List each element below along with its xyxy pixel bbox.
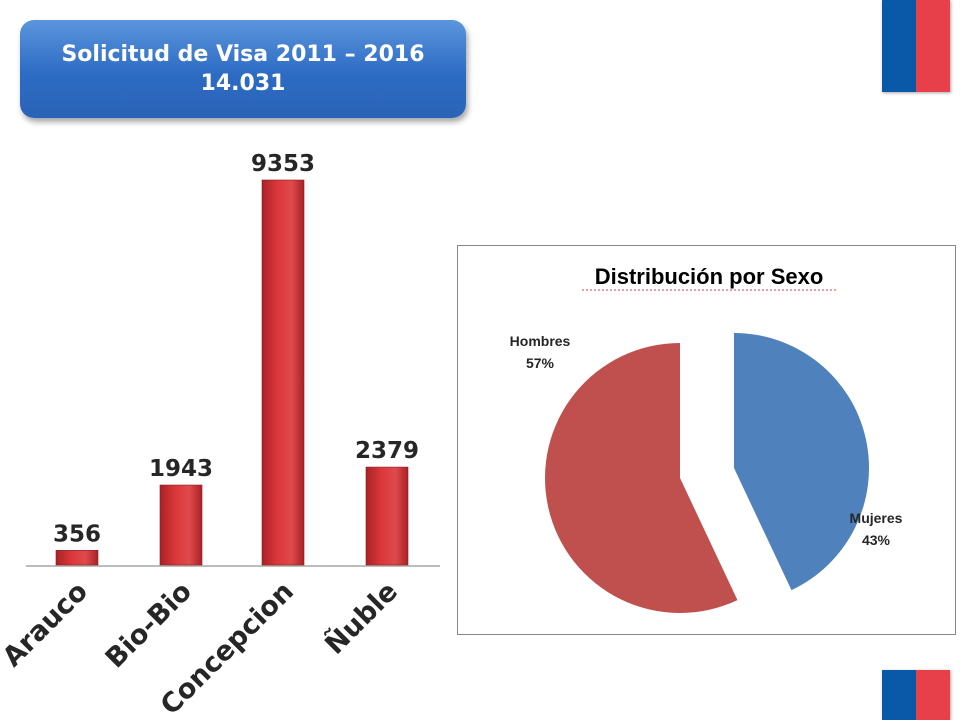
title-line-1: Solicitud de Visa 2011 – 2016: [61, 42, 425, 67]
bar-arauco: [55, 550, 99, 566]
title-total: 14.031: [200, 71, 286, 96]
bar-chart: 356Arauco1943Bio-Bio9353Concepcion2379Ñu…: [0, 151, 440, 720]
pie-slice-mujeres: [734, 333, 869, 591]
chile-flag-top: [882, 0, 950, 92]
bar-value-label: 9353: [251, 151, 315, 177]
pie-chart-frame: Distribución por Sexo Mujeres 43% Hombres 57…: [457, 245, 956, 635]
chile-flag-bottom: [882, 670, 950, 720]
flag-red-band: [916, 0, 950, 92]
pie-title: Distribución por Sexo: [595, 264, 824, 289]
bar-value-label: 356: [53, 521, 101, 547]
pie-label-percent: 43%: [862, 532, 891, 548]
category-label: Arauco: [0, 576, 94, 673]
pie-slice-hombres: [544, 343, 738, 613]
flag-red-band: [916, 670, 950, 720]
bar-value-label: 1943: [149, 456, 213, 482]
pie-label-name: Mujeres: [850, 510, 903, 526]
pie-label-percent: 57%: [526, 355, 555, 371]
bar-value-label: 2379: [355, 438, 419, 464]
bar-ñuble: [365, 466, 409, 566]
category-label: Ñuble: [319, 575, 404, 660]
pie-label-name: Hombres: [510, 333, 571, 349]
category-label: Bio-Bio: [100, 576, 198, 674]
pie-chart: Distribución por Sexo Mujeres 43% Hombres 57…: [510, 264, 903, 613]
title-banner: Solicitud de Visa 2011 – 2016 14.031: [20, 20, 466, 118]
flag-blue-band: [882, 670, 916, 720]
bar-concepcion: [261, 179, 305, 566]
bar-bio-bio: [159, 484, 203, 566]
flag-blue-band: [882, 0, 916, 92]
